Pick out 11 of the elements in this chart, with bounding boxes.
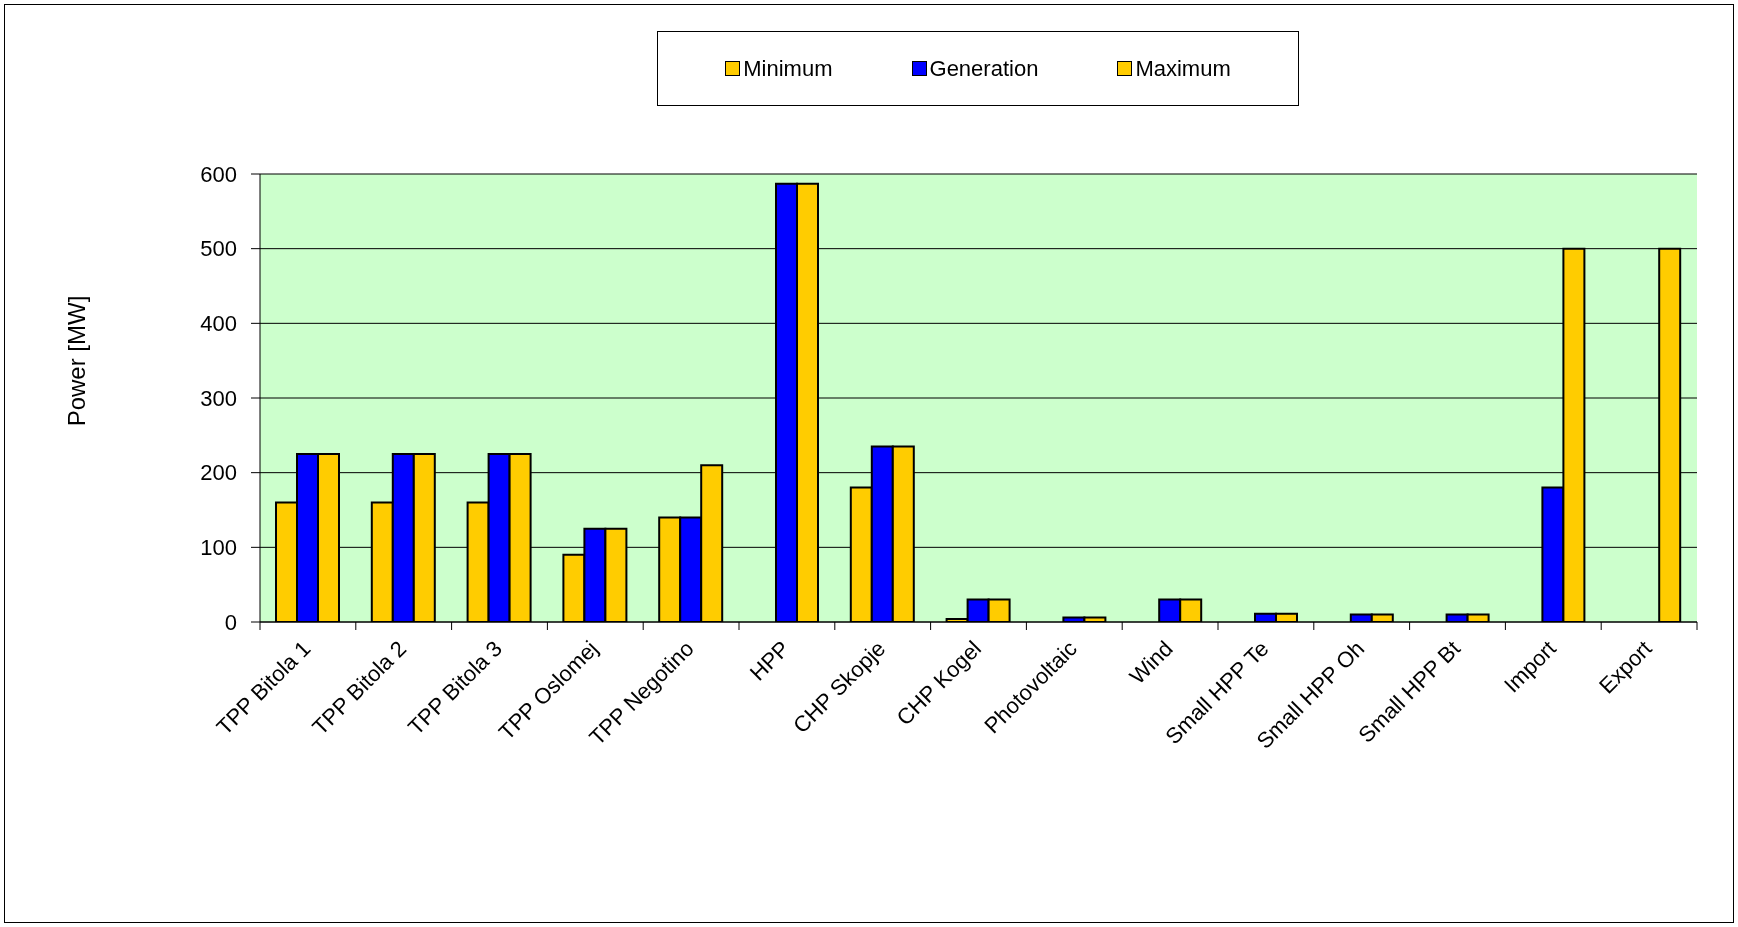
y-tick-label: 400: [200, 311, 237, 337]
y-tick-label: 500: [200, 236, 237, 262]
legend-label: Maximum: [1135, 55, 1231, 81]
y-tick-label: 100: [200, 535, 237, 561]
y-axis-title: Power [MW]: [62, 295, 90, 427]
y-tick-label: 0: [224, 609, 237, 635]
y-tick-label: 300: [200, 385, 237, 411]
legend-label: Minimum: [743, 55, 833, 81]
y-tick-label: 200: [200, 460, 237, 486]
y-tick-label: 600: [200, 161, 237, 187]
legend-label: Generation: [929, 55, 1039, 81]
